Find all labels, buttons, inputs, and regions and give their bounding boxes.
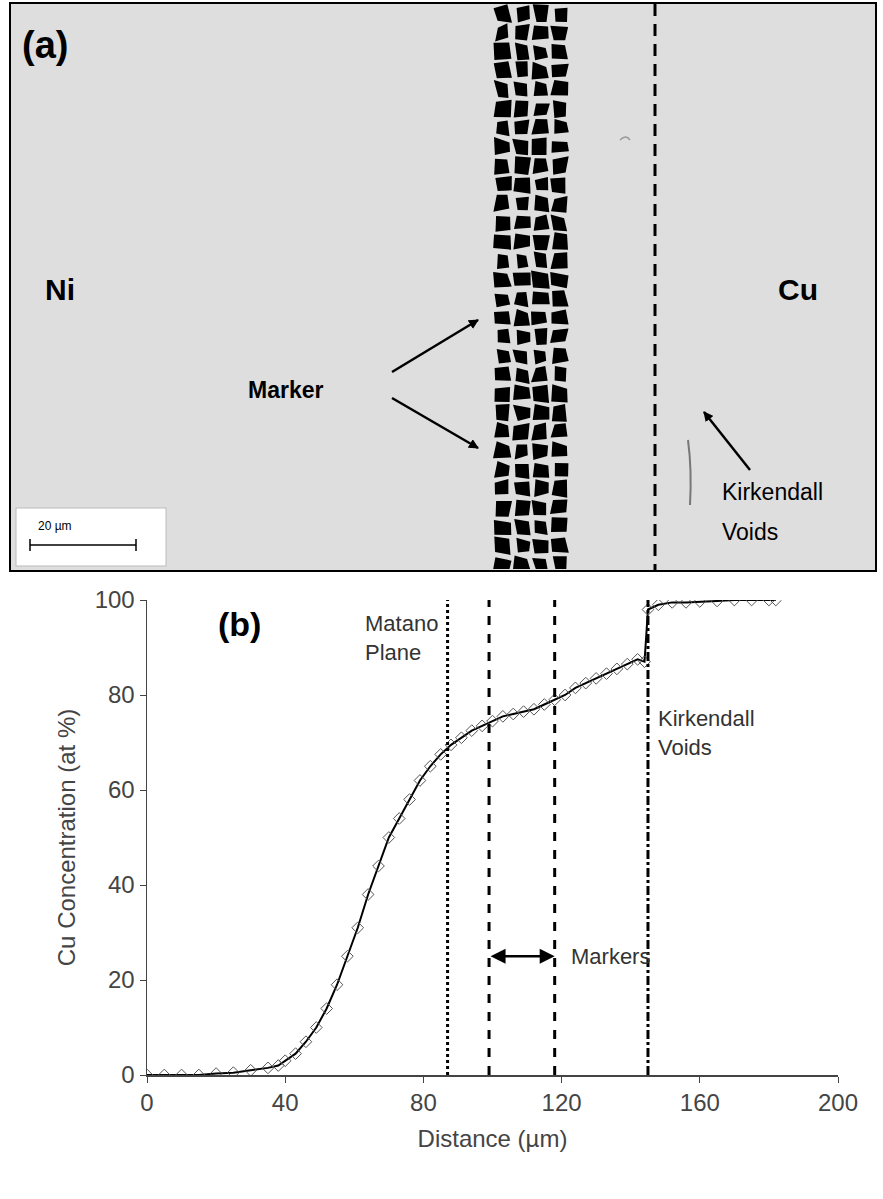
svg-text:Marker: Marker	[248, 377, 323, 403]
svg-text:0: 0	[121, 1061, 134, 1088]
svg-text:60: 60	[108, 776, 135, 803]
svg-text:Cu Concentration (at %): Cu Concentration (at %)	[53, 709, 80, 966]
svg-text:80: 80	[108, 681, 135, 708]
svg-text:200: 200	[818, 1089, 858, 1116]
svg-text:100: 100	[95, 586, 135, 613]
svg-text:Cu: Cu	[778, 273, 818, 306]
svg-text:Voids: Voids	[722, 519, 778, 545]
svg-text:40: 40	[272, 1089, 299, 1116]
svg-text:Ni: Ni	[45, 273, 75, 306]
svg-text:120: 120	[542, 1089, 582, 1116]
svg-text:KirkendallVoids: KirkendallVoids	[658, 706, 755, 760]
svg-text:(b): (b)	[218, 605, 261, 643]
svg-text:MatanoPlane: MatanoPlane	[365, 611, 438, 665]
svg-text:(a): (a)	[22, 24, 68, 66]
svg-text:160: 160	[680, 1089, 720, 1116]
svg-text:20: 20	[108, 966, 135, 993]
svg-text:Kirkendall: Kirkendall	[722, 479, 823, 505]
svg-text:80: 80	[410, 1089, 437, 1116]
svg-text:20 µm: 20 µm	[38, 519, 72, 533]
svg-text:0: 0	[140, 1089, 153, 1116]
svg-text:Distance (µm): Distance (µm)	[418, 1125, 568, 1152]
svg-text:40: 40	[108, 871, 135, 898]
svg-text:Markers: Markers	[571, 944, 650, 969]
